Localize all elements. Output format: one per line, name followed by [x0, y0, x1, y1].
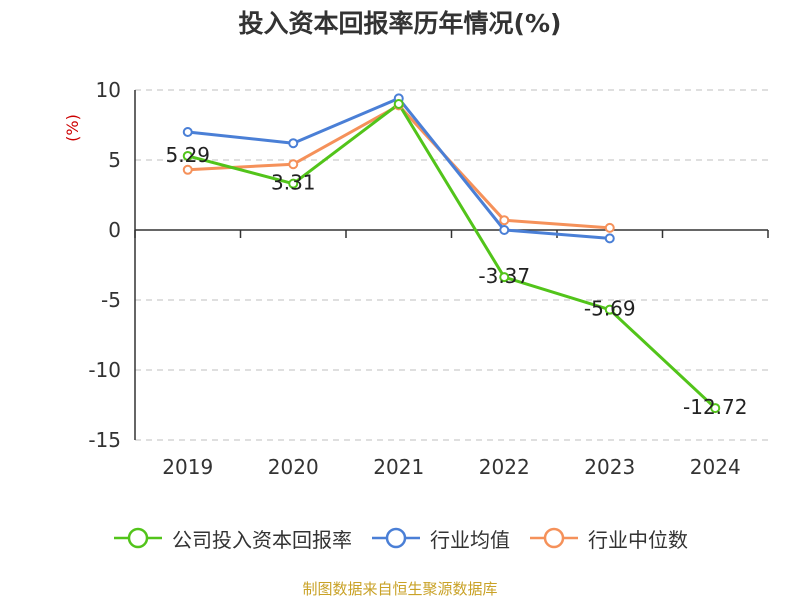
- x-tick-label: 2020: [268, 455, 319, 479]
- legend-item[interactable]: 行业中位数: [528, 524, 688, 553]
- legend-label: 公司投入资本回报率: [172, 527, 352, 552]
- legend-swatch-icon: [530, 527, 578, 549]
- legend-swatch-marker: [127, 527, 149, 549]
- legend-label: 行业中位数: [588, 527, 688, 552]
- data-label: 5.29: [165, 143, 210, 167]
- data-label: -3.37: [478, 264, 530, 288]
- data-point: [182, 150, 193, 161]
- x-tick-label: 2024: [690, 455, 741, 479]
- data-point: [499, 215, 510, 226]
- x-tick-label: 2023: [584, 455, 635, 479]
- data-point: [604, 304, 615, 315]
- legend-swatch-icon: [114, 527, 162, 549]
- series-line: [187, 103, 610, 230]
- x-tick-label: 2022: [479, 455, 530, 479]
- series-line: [187, 96, 610, 240]
- x-tick-label: 2019: [162, 455, 213, 479]
- y-tick-label: 0: [108, 218, 121, 242]
- legend: 公司投入资本回报率 行业均值 行业中位数: [0, 520, 800, 556]
- data-point: [182, 127, 193, 137]
- y-tick-label: 5: [108, 148, 121, 172]
- data-point: [393, 99, 404, 109]
- data-label: -5.69: [584, 297, 636, 321]
- y-tick-label: -10: [88, 358, 121, 382]
- legend-swatch-icon: [372, 527, 420, 549]
- data-point: [604, 233, 615, 244]
- data-point: [604, 222, 615, 233]
- data-point: [182, 164, 193, 175]
- y-tick-label: 10: [96, 78, 121, 102]
- data-point: [288, 159, 299, 170]
- data-point: [499, 272, 510, 283]
- y-tick-label: -15: [88, 428, 121, 452]
- data-point: [288, 178, 299, 189]
- y-axis-unit-label: (%): [63, 114, 82, 142]
- data-point: [288, 138, 299, 149]
- source-note: 制图数据来自恒生聚源数据库: [302, 580, 498, 598]
- legend-item[interactable]: 行业均值: [370, 524, 510, 553]
- series-line: [187, 102, 717, 410]
- data-point: [499, 225, 510, 235]
- data-label: -12.72: [683, 395, 747, 419]
- legend-swatch-marker: [385, 527, 407, 549]
- y-tick-label: -5: [101, 288, 121, 312]
- x-tick-label: 2021: [373, 455, 424, 479]
- legend-label: 行业均值: [430, 527, 510, 552]
- legend-item[interactable]: 公司投入资本回报率: [112, 524, 352, 553]
- data-label: 3.31: [271, 171, 316, 195]
- data-point: [710, 403, 721, 414]
- legend-swatch-marker: [543, 527, 565, 549]
- chart-title: 投入资本回报率历年情况(%): [238, 9, 562, 38]
